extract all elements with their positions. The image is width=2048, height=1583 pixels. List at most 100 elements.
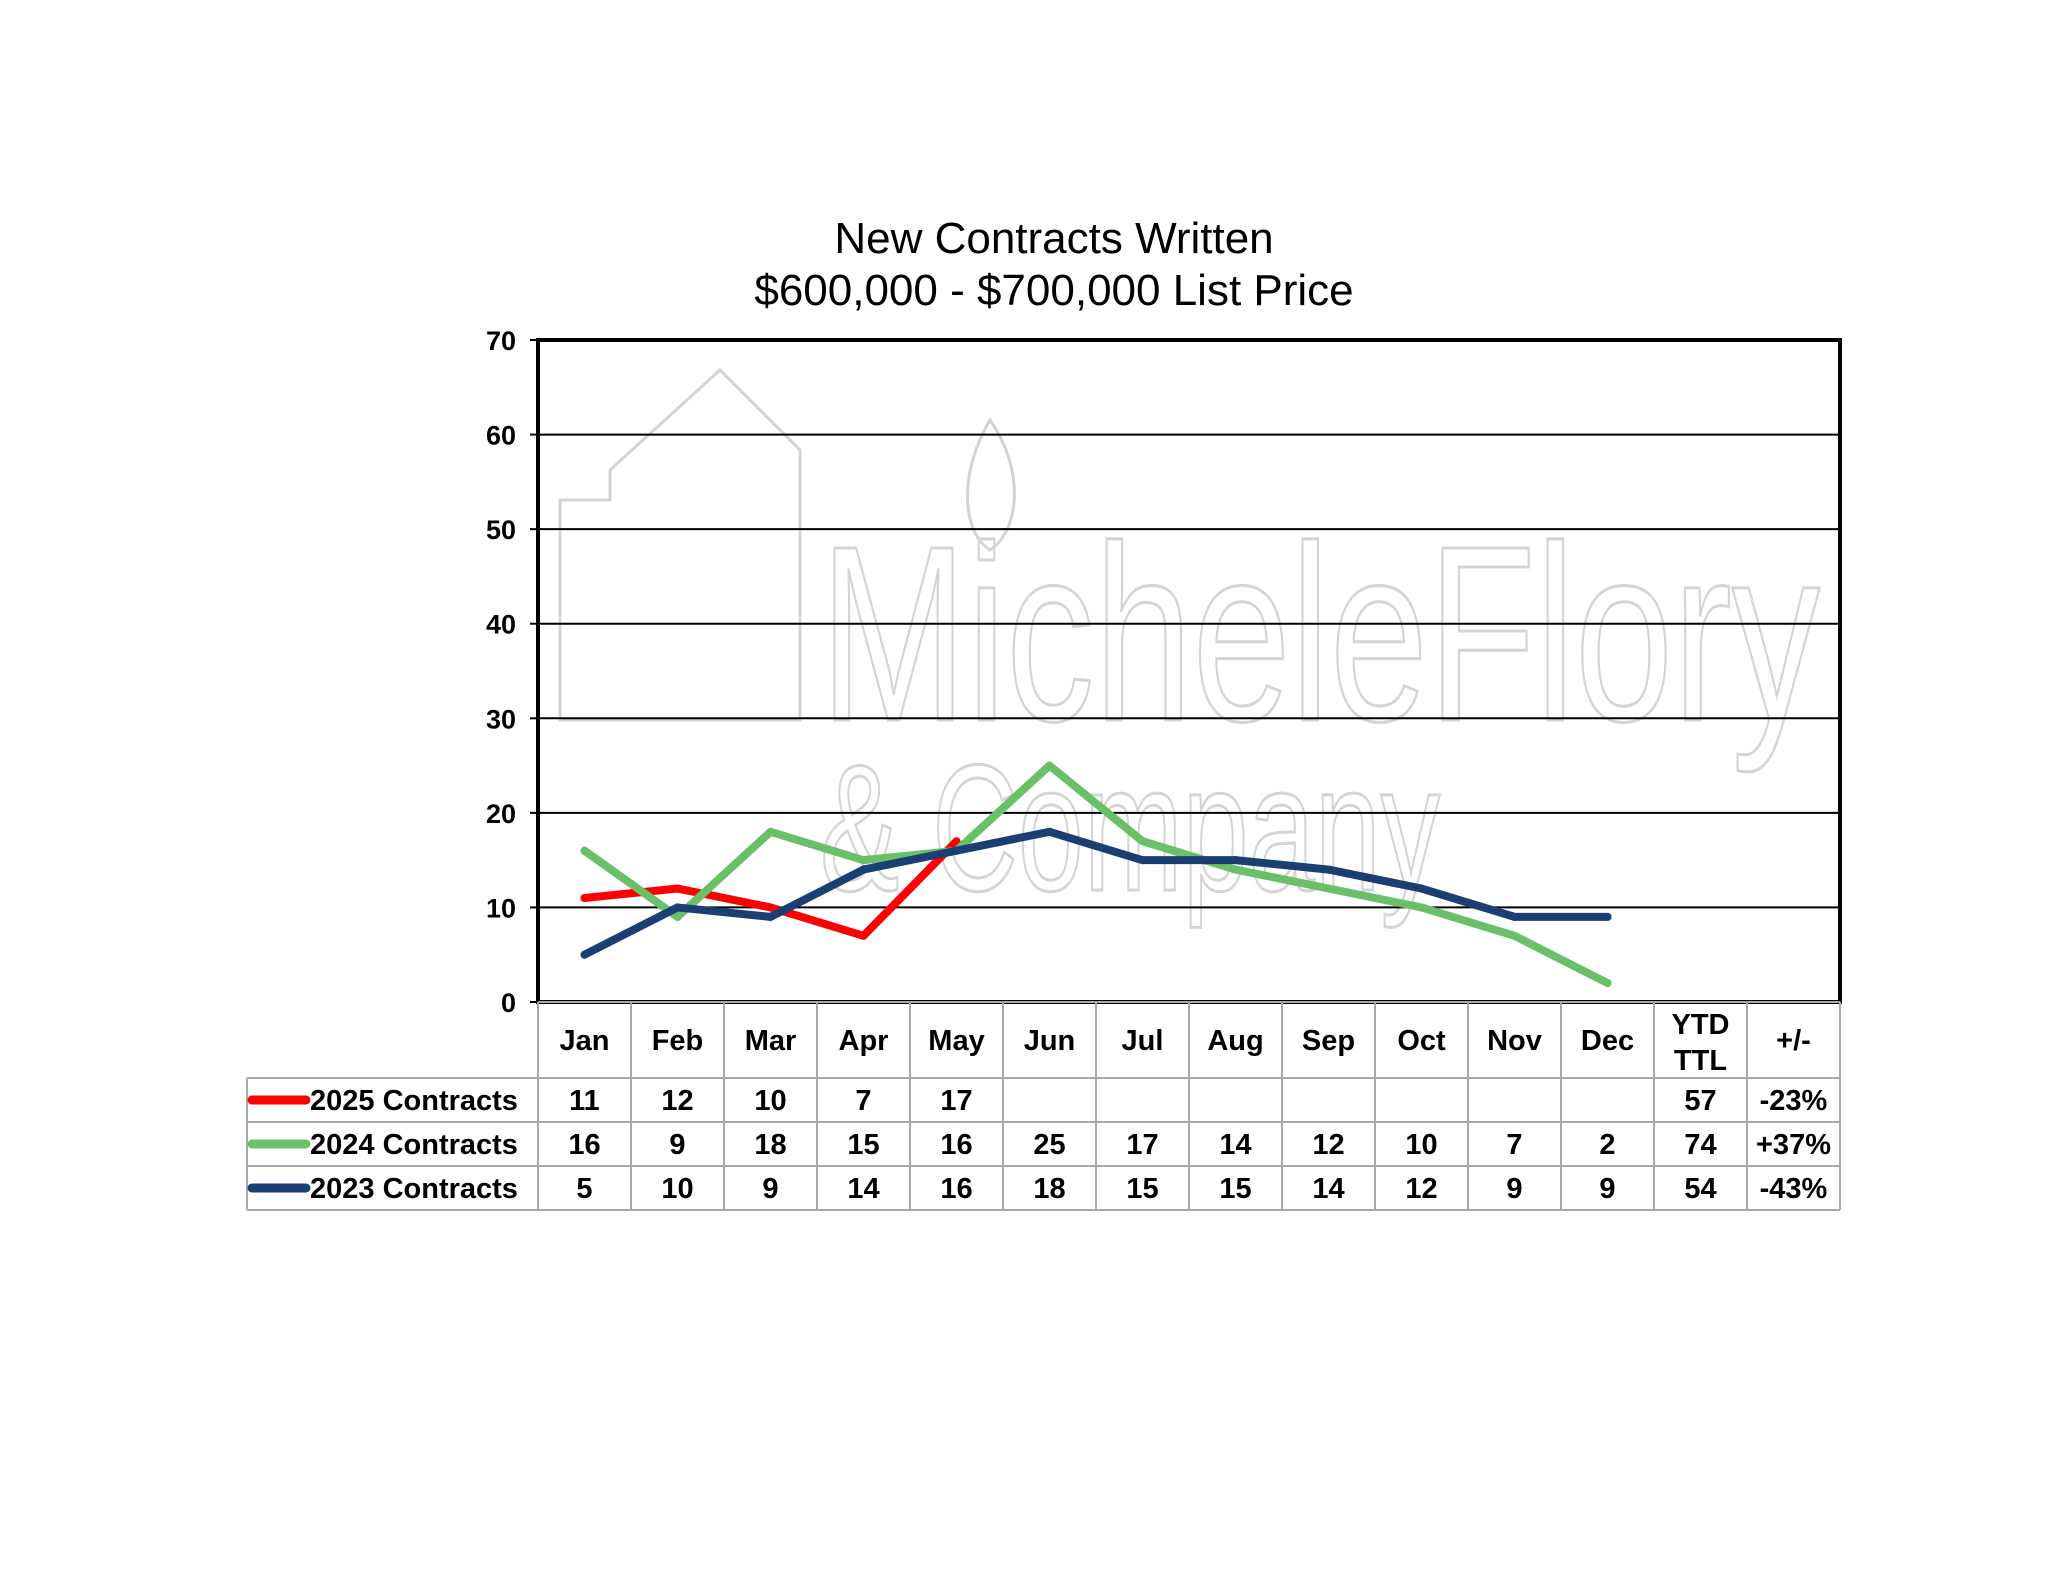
table-cell: 14 xyxy=(1219,1129,1251,1161)
ytd-cell: 54 xyxy=(1684,1173,1716,1205)
data-point xyxy=(952,837,961,846)
data-point xyxy=(1138,837,1147,846)
data-point xyxy=(580,846,589,855)
table-cell: 16 xyxy=(568,1129,600,1161)
table-cell: 15 xyxy=(1126,1173,1158,1205)
data-point xyxy=(766,912,775,921)
data-point xyxy=(859,931,868,940)
table-cell: 25 xyxy=(1033,1129,1065,1161)
ytd-header: TTL xyxy=(1674,1045,1727,1077)
table-cell: 17 xyxy=(940,1085,972,1117)
data-point xyxy=(952,846,961,855)
series-lines xyxy=(580,761,1612,988)
table-cell: 10 xyxy=(1405,1129,1437,1161)
chart-subtitle: $600,000 - $700,000 List Price xyxy=(754,266,1353,315)
legend-label: 2025 Contracts xyxy=(310,1085,518,1117)
gridlines xyxy=(538,433,1840,909)
y-tick-label: 10 xyxy=(486,893,516,923)
x-tick-label: Jul xyxy=(1122,1025,1164,1057)
legend-label: 2023 Contracts xyxy=(310,1173,518,1205)
table-cell: 16 xyxy=(940,1129,972,1161)
x-tick-label: Apr xyxy=(839,1025,889,1057)
table-cell: 5 xyxy=(576,1173,592,1205)
change-cell: -23% xyxy=(1760,1085,1828,1117)
watermark-text-line1: MicheleFlory xyxy=(820,494,1820,773)
y-tick-label: 0 xyxy=(501,988,516,1018)
data-point xyxy=(1138,856,1147,865)
table-cell: 9 xyxy=(1506,1173,1522,1205)
data-point xyxy=(766,827,775,836)
x-tick-label: Aug xyxy=(1207,1025,1263,1057)
x-tick-label: Jun xyxy=(1024,1025,1076,1057)
y-tick-label: 30 xyxy=(486,704,516,734)
table-cell: 12 xyxy=(661,1085,693,1117)
series-line-2023 xyxy=(580,827,1612,959)
data-point xyxy=(1324,865,1333,874)
data-point xyxy=(1603,979,1612,988)
change-cell: -43% xyxy=(1760,1173,1828,1205)
x-tick-label: Dec xyxy=(1581,1025,1634,1057)
data-table: Jan Feb Mar Apr May Jun Jul Aug Sep Oct Nov Dec YTD T… xyxy=(246,1001,1841,1211)
ytd-header: YTD xyxy=(1672,1009,1730,1041)
table-cell: 16 xyxy=(940,1173,972,1205)
table-cell: 14 xyxy=(847,1173,879,1205)
data-point xyxy=(1231,856,1240,865)
table-cell: 18 xyxy=(1033,1173,1065,1205)
y-tick-label: 40 xyxy=(486,610,516,640)
watermark-leaf-icon xyxy=(966,417,1016,552)
data-point xyxy=(580,893,589,902)
table-cell: 9 xyxy=(669,1129,685,1161)
table-cell: 15 xyxy=(847,1129,879,1161)
table-cell: 9 xyxy=(1599,1173,1615,1205)
ytd-cell: 57 xyxy=(1684,1085,1716,1117)
table-cell: 18 xyxy=(754,1129,786,1161)
table-cell: 2 xyxy=(1599,1129,1615,1161)
data-point xyxy=(1417,884,1426,893)
table-cell: 10 xyxy=(661,1173,693,1205)
data-point xyxy=(1510,912,1519,921)
x-tick-label: Oct xyxy=(1397,1025,1446,1057)
data-point xyxy=(1045,827,1054,836)
y-tick-label: 20 xyxy=(486,799,516,829)
x-tick-label: Nov xyxy=(1487,1025,1542,1057)
x-tick-label: Sep xyxy=(1302,1025,1355,1057)
table-cell: 7 xyxy=(855,1085,871,1117)
legend-label: 2024 Contracts xyxy=(310,1129,518,1161)
data-point xyxy=(859,856,868,865)
x-tick-label: Feb xyxy=(652,1025,704,1057)
x-tick-label: Mar xyxy=(745,1025,797,1057)
watermark-house-icon xyxy=(558,367,802,722)
data-point xyxy=(766,903,775,912)
data-point xyxy=(673,912,682,921)
data-point xyxy=(673,903,682,912)
y-tick-label: 50 xyxy=(486,515,516,545)
ytd-cell: 74 xyxy=(1684,1129,1716,1161)
data-point xyxy=(1603,912,1612,921)
data-point xyxy=(859,865,868,874)
data-point xyxy=(1231,865,1240,874)
data-point xyxy=(580,950,589,959)
change-header: +/- xyxy=(1776,1025,1811,1057)
y-axis: 0 10 20 30 40 50 60 70 xyxy=(486,326,538,1018)
x-tick-label: Jan xyxy=(560,1025,610,1057)
table-cell: 7 xyxy=(1506,1129,1522,1161)
data-point xyxy=(1417,903,1426,912)
y-tick-label: 60 xyxy=(486,421,516,451)
table-cell: 10 xyxy=(754,1085,786,1117)
data-point xyxy=(1045,761,1054,770)
table-cell: 12 xyxy=(1312,1129,1344,1161)
table-cell: 11 xyxy=(569,1085,600,1117)
x-tick-label: May xyxy=(928,1025,984,1057)
table-cell: 14 xyxy=(1312,1173,1344,1205)
data-point xyxy=(1510,931,1519,940)
y-tick-label: 70 xyxy=(486,326,516,356)
table-cell: 9 xyxy=(762,1173,778,1205)
chart-title: New Contracts Written xyxy=(834,214,1273,263)
table-cell: 15 xyxy=(1219,1173,1251,1205)
data-point xyxy=(673,884,682,893)
table-cell: 17 xyxy=(1126,1129,1158,1161)
watermark-logo: MicheleFlory & Company xyxy=(558,367,1822,931)
table-cell: 12 xyxy=(1405,1173,1437,1205)
change-cell: +37% xyxy=(1756,1129,1831,1161)
